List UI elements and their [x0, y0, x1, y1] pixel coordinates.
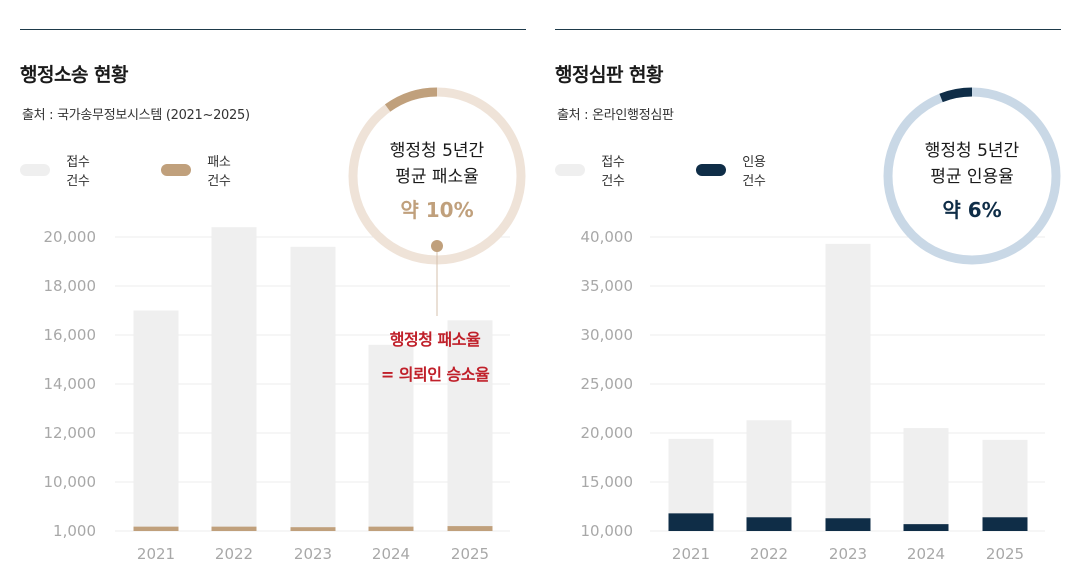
bar-lost [290, 527, 336, 531]
legend-label: 접수건수 [601, 155, 625, 189]
admin-appeal-panel: 행정심판 현황 출처 : 온라인행정심판 접수건수 인용건수 10,000 15,… [555, 0, 1063, 580]
x-tick-label: 2024 [372, 545, 410, 563]
bar-received [211, 227, 257, 531]
legend-label: 접수건수 [66, 155, 90, 189]
x-tick-label: 2023 [294, 545, 332, 563]
bar-accepted [746, 517, 792, 531]
x-tick-label: 2023 [829, 545, 867, 563]
legend-item-lost: 패소건수 [161, 151, 237, 189]
admin-litigation-panel: 행정소송 현황 출처 : 국가송무정보시스템 (2021~2025) 접수건수 … [20, 0, 528, 580]
bar-accepted [668, 513, 714, 531]
bar-received [903, 428, 949, 531]
badge-line-2: 평균 인용율 [930, 167, 1014, 187]
legend-swatch [20, 164, 51, 176]
bar-accepted [825, 518, 871, 531]
y-tick-label: 18,000 [44, 277, 97, 295]
y-tick-label: 10,000 [44, 473, 97, 491]
y-tick-label: 30,000 [581, 326, 634, 344]
x-tick-label: 2022 [215, 545, 253, 563]
note-line-2: = 의뢰인 승소율 [380, 365, 490, 384]
badge-value: 약 6% [942, 198, 1001, 222]
legend-swatch [696, 164, 727, 176]
bar-received [368, 344, 414, 531]
legend-swatch [555, 164, 586, 176]
bar-received [825, 243, 871, 532]
y-tick-label: 20,000 [581, 424, 634, 442]
panel-title: 행정심판 현황 [555, 64, 664, 86]
bar-lost [368, 526, 414, 531]
legend-item-accepted: 인용건수 [696, 151, 772, 189]
bar-received [133, 310, 179, 531]
x-tick-label: 2021 [137, 545, 175, 563]
bar-lost [211, 526, 257, 531]
y-tick-label: 16,000 [44, 326, 97, 344]
x-tick-label: 2024 [907, 545, 945, 563]
badge-arc [384, 87, 438, 112]
badge-value: 약 10% [400, 198, 473, 222]
bar-received [447, 320, 493, 531]
top-divider [20, 29, 526, 30]
x-tick-label: 2025 [451, 545, 489, 563]
badge-line-2: 평균 패소율 [395, 167, 479, 187]
bar-lost [133, 526, 179, 531]
y-tick-label: 20,000 [44, 228, 97, 246]
badge-line-1: 행정청 5년간 [925, 141, 1020, 161]
y-tick-label: 12,000 [44, 424, 97, 442]
badge-line-1: 행정청 5년간 [390, 141, 485, 161]
x-tick-label: 2022 [750, 545, 788, 563]
y-tick-label: 35,000 [581, 277, 634, 295]
y-tick-label: 1,000 [53, 522, 96, 540]
bar-accepted [903, 524, 949, 531]
bar-received [746, 420, 792, 531]
legend-item-received: 접수건수 [20, 151, 96, 189]
legend-label: 인용건수 [742, 155, 766, 189]
y-tick-label: 15,000 [581, 473, 634, 491]
source-text: 출처 : 온라인행정심판 [557, 108, 674, 123]
badge-arc [939, 87, 973, 103]
panel-title: 행정소송 현황 [20, 64, 129, 86]
bar-accepted [982, 517, 1028, 531]
legend-swatch [161, 164, 192, 176]
loss-rate-note: 행정청 패소율 = 의뢰인 승소율 [360, 322, 510, 392]
appeal-bar-chart: 10,000 15,000 20,000 25,000 30,000 35,000 40,0… [581, 228, 1045, 563]
x-tick-label: 2021 [672, 545, 710, 563]
bar-received [982, 439, 1028, 531]
litigation-bar-chart: 1,000 10,000 12,000 14,000 16,000 18,000 20,00… [44, 227, 510, 563]
legend-label: 패소건수 [207, 155, 231, 189]
pointer-dot [431, 240, 443, 252]
y-tick-label: 10,000 [581, 522, 634, 540]
top-divider [555, 29, 1061, 30]
source-text: 출처 : 국가송무정보시스템 (2021~2025) [22, 108, 250, 123]
note-line-1: 행정청 패소율 [389, 330, 481, 349]
y-tick-label: 25,000 [581, 375, 634, 393]
y-tick-label: 40,000 [581, 228, 634, 246]
x-tick-label: 2025 [986, 545, 1024, 563]
legend-item-received: 접수건수 [555, 151, 631, 189]
y-tick-label: 14,000 [44, 375, 97, 393]
bar-received [290, 246, 336, 532]
bar-lost [447, 526, 493, 531]
